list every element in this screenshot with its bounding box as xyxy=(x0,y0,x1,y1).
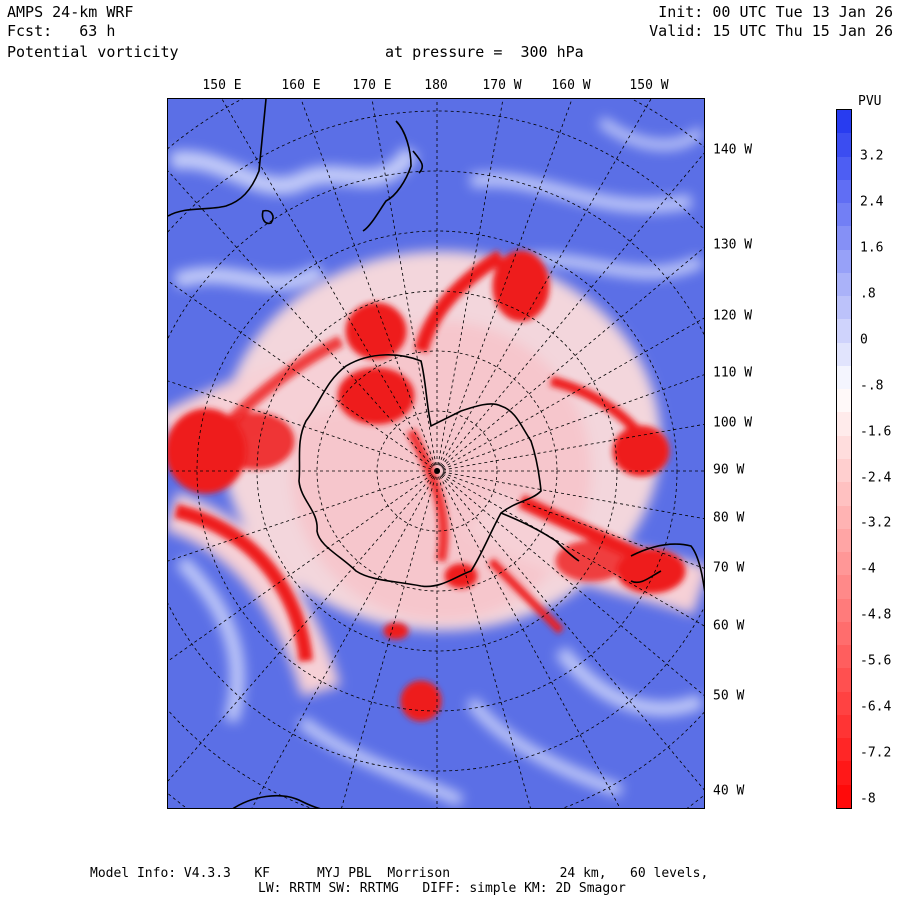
colorbar-tick-label: 1.6 xyxy=(860,240,884,256)
lon-label-top: 160 W xyxy=(551,78,591,93)
lon-label-right: 60 W xyxy=(713,618,745,634)
colorbar-segment xyxy=(837,575,851,600)
antarctica-coastline xyxy=(298,354,542,588)
colorbar-segment xyxy=(837,435,851,460)
colorbar-tick-label: -7.2 xyxy=(860,745,892,761)
physics-info: LW: RRTM SW: RRTMG DIFF: simple KM: 2D S… xyxy=(258,881,626,896)
colorbar-segment xyxy=(837,110,851,134)
colorbar-segment xyxy=(837,691,851,716)
colorbar-tick-label: -8 xyxy=(860,791,876,807)
colorbar-unit: PVU xyxy=(858,94,882,109)
colorbar-tick-label: -4.8 xyxy=(860,607,892,623)
colorbar-segment xyxy=(837,761,851,786)
colorbar-segment xyxy=(837,528,851,553)
colorbar-segment xyxy=(837,598,851,623)
tasmania xyxy=(261,209,274,225)
pv-field-svg xyxy=(168,99,704,808)
colorbar-segment xyxy=(837,226,851,251)
colorbar-segment xyxy=(837,668,851,693)
lon-label-right: 130 W xyxy=(713,237,753,253)
forecast-hour: Fcst: 63 h xyxy=(7,22,116,40)
colorbar-tick-label: 3.2 xyxy=(860,148,884,164)
colorbar-segment xyxy=(837,272,851,297)
colorbar-tick-label: 2.4 xyxy=(860,194,884,210)
colorbar-segment xyxy=(837,621,851,646)
lon-label-right: 90 W xyxy=(713,462,745,478)
colorbar-segment xyxy=(837,784,851,809)
colorbar xyxy=(836,109,852,809)
colorbar-tick-label: -1.6 xyxy=(860,424,892,440)
colorbar-segment xyxy=(837,319,851,344)
colorbar-tick-label: -4 xyxy=(860,561,876,577)
new-zealand xyxy=(362,120,424,232)
colorbar-tick-label: -5.6 xyxy=(860,653,892,669)
colorbar-segment xyxy=(837,412,851,437)
colorbar-segment xyxy=(837,552,851,576)
colorbar-segment xyxy=(837,389,851,413)
coastlines xyxy=(168,99,704,808)
colorbar-segment xyxy=(837,738,851,762)
model-info: Model Info: V4.3.3 KF MYJ PBL Morrison 2… xyxy=(90,866,709,881)
init-time: Init: 00 UTC Tue 13 Jan 26 xyxy=(658,3,893,21)
colorbar-segment xyxy=(837,203,851,227)
lon-label-right: 40 W xyxy=(713,783,745,799)
model-title: AMPS 24-km WRF xyxy=(7,3,134,21)
lon-label-right: 50 W xyxy=(713,688,745,704)
colorbar-segment xyxy=(837,505,851,530)
colorbar-segment xyxy=(837,342,851,367)
colorbar-segment xyxy=(837,249,851,274)
lon-label-right: 70 W xyxy=(713,560,745,576)
lon-label-top: 170 E xyxy=(352,78,392,93)
lon-label-top: 160 E xyxy=(281,78,321,93)
lon-label-right: 120 W xyxy=(713,308,753,324)
colorbar-tick-label: -3.2 xyxy=(860,515,892,531)
colorbar-segment xyxy=(837,365,851,390)
colorbar-segment xyxy=(837,133,851,158)
lon-label-top: 170 W xyxy=(482,78,522,93)
lon-label-top: 180 xyxy=(424,78,448,93)
pv-map xyxy=(167,98,705,809)
africa-coast xyxy=(232,794,321,808)
colorbar-segment xyxy=(837,296,851,320)
antarctic-peninsula xyxy=(500,512,580,562)
lon-label-top: 150 W xyxy=(629,78,669,93)
lon-label-right: 80 W xyxy=(713,510,745,526)
lon-label-right: 110 W xyxy=(713,365,753,381)
colorbar-segment xyxy=(837,179,851,204)
colorbar-segment xyxy=(837,156,851,181)
south-america-coast xyxy=(630,543,704,592)
australia-coast xyxy=(168,99,267,217)
colorbar-tick-label: -.8 xyxy=(860,378,884,394)
colorbar-tick-label: 0 xyxy=(860,332,868,348)
colorbar-tick-label: -2.4 xyxy=(860,470,892,485)
valid-time: Valid: 15 UTC Thu 15 Jan 26 xyxy=(649,22,893,40)
pressure-level: at pressure = 300 hPa xyxy=(385,43,584,61)
field-name: Potential vorticity xyxy=(7,43,179,61)
colorbar-tick-label: .8 xyxy=(860,286,876,302)
lon-label-right: 100 W xyxy=(713,415,753,431)
colorbar-tick-label: -6.4 xyxy=(860,699,892,715)
lon-label-right: 140 W xyxy=(713,142,753,158)
colorbar-segment xyxy=(837,459,851,483)
graticule xyxy=(168,99,704,808)
lon-label-top: 150 E xyxy=(202,78,242,93)
colorbar-segment xyxy=(837,482,851,507)
pv-red-features xyxy=(168,250,686,722)
colorbar-segment xyxy=(837,714,851,739)
colorbar-segment xyxy=(837,645,851,669)
pv-light-streaks xyxy=(169,116,704,807)
